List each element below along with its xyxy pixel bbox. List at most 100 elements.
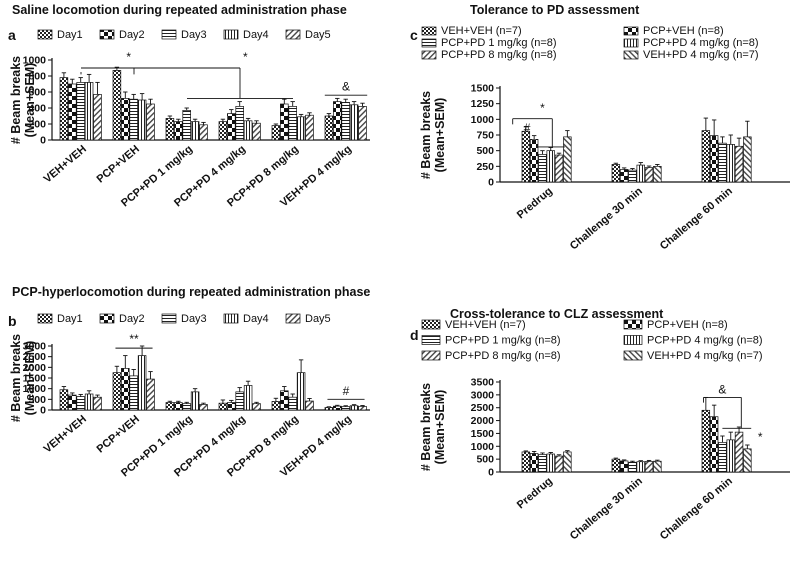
bar (190, 121, 200, 141)
panel-c-plot: 0 250 500 750 1000 1250 1500 # Beam breaks(Mean… (419, 25, 790, 252)
panel-a-title: Saline locomotion during repeated admini… (12, 3, 347, 17)
panel-b: PCP-hyperlocomotion during repeated admi… (8, 285, 370, 479)
bar (137, 99, 147, 141)
category-label: PCP+VEH (95, 413, 142, 455)
legend-label: Day4 (243, 29, 269, 41)
bar (554, 455, 564, 473)
y-tick-label: 600 (28, 87, 46, 99)
legend-swatch (623, 50, 639, 60)
bar (252, 122, 261, 141)
legend-label: Day2 (119, 313, 145, 325)
bar (341, 102, 350, 141)
bar (227, 402, 236, 411)
category-label: Challenge 30 min (568, 475, 645, 543)
y-tick-label: 1250 (471, 98, 495, 110)
bar (529, 139, 539, 183)
bar (718, 142, 727, 183)
bar (563, 451, 572, 473)
legend-label: PCP+PD 1 mg/kg (n=8) (445, 335, 561, 347)
legend-swatch (223, 29, 239, 40)
y-tick-label: 2000 (23, 362, 47, 374)
y-tick-label: 0 (40, 405, 46, 417)
legend-swatch (37, 29, 53, 40)
legend-label: PCP+PD 1 mg/kg (n=8) (441, 37, 557, 49)
bar (199, 404, 208, 411)
legend-swatch (421, 335, 441, 345)
y-tick-label: 250 (476, 161, 494, 173)
bar (235, 106, 244, 141)
y-tick-label: 2000 (471, 415, 495, 427)
bar (165, 118, 175, 141)
category-label: Challenge 60 min (658, 475, 735, 543)
bar (93, 396, 102, 411)
bar (218, 402, 228, 411)
bar (76, 82, 85, 141)
bar (521, 451, 531, 473)
bar (538, 454, 547, 473)
significance-marker: # (524, 121, 531, 135)
bar (546, 150, 555, 183)
bar (701, 409, 711, 473)
bar (718, 442, 727, 473)
legend-swatch (37, 313, 53, 324)
bar (68, 394, 77, 411)
y-tick-label: 3000 (471, 389, 495, 401)
legend-swatch (421, 319, 441, 330)
bar (280, 390, 289, 411)
panel-b-title: PCP-hyperlocomotion during repeated admi… (12, 285, 370, 299)
significance-marker: & (718, 383, 726, 397)
legend-swatch (623, 335, 643, 345)
legend-swatch (161, 29, 177, 40)
bar (288, 106, 297, 141)
bar (305, 114, 314, 141)
bar (121, 368, 130, 411)
y-tick-label: 500 (476, 454, 494, 466)
bar (121, 98, 130, 141)
legend-swatch (623, 350, 643, 361)
bar (726, 439, 735, 473)
bar (653, 460, 662, 473)
bar (190, 391, 200, 411)
bar (529, 453, 539, 473)
bar (726, 144, 735, 183)
bar (358, 406, 367, 411)
panel-c-title: Tolerance to PD assessment (470, 3, 640, 17)
legend-label: Day1 (57, 313, 83, 325)
y-axis-label: # Beam breaks(Mean+SEM) (419, 91, 447, 179)
bar (628, 169, 637, 183)
bar (146, 103, 155, 141)
category-label: VEH+VEH (42, 143, 89, 185)
y-tick-label: 500 (28, 394, 46, 406)
bar (252, 403, 261, 411)
y-tick-label: 1000 (23, 55, 47, 67)
y-tick-label: 1000 (23, 383, 47, 395)
bar (243, 385, 253, 411)
legend-swatch (623, 319, 643, 330)
bar (305, 400, 314, 411)
legend-label: PCP+VEH (n=8) (647, 319, 728, 331)
bar (619, 169, 629, 183)
legend-label: VEH+VEH (n=7) (445, 319, 526, 331)
y-tick-label: 1000 (471, 441, 495, 453)
bar (235, 391, 244, 411)
y-axis-label: # Beam breaks(Mean+SEM) (9, 334, 37, 422)
bar (341, 406, 350, 411)
bar (112, 70, 122, 141)
legend-swatch (285, 29, 301, 40)
bar (76, 396, 85, 411)
significance-marker: ** (129, 332, 139, 346)
panel-a-plot: 0 200 400 600 800 1000# Beam breaks(Mean+SEM)… (9, 29, 370, 209)
bar (709, 416, 719, 473)
legend-swatch (161, 313, 177, 324)
legend-label: PCP+PD 8 mg/kg (n=8) (445, 350, 561, 362)
bar (137, 355, 147, 411)
legend-label: Day5 (305, 313, 331, 325)
legend-label: Day5 (305, 29, 331, 41)
legend-label: PCP+PD 4 mg/kg (n=8) (643, 37, 759, 49)
bar (743, 136, 752, 183)
legend-swatch (623, 26, 639, 36)
bar (112, 372, 122, 411)
legend-label: PCP+PD 4 mg/kg (n=8) (647, 335, 763, 347)
